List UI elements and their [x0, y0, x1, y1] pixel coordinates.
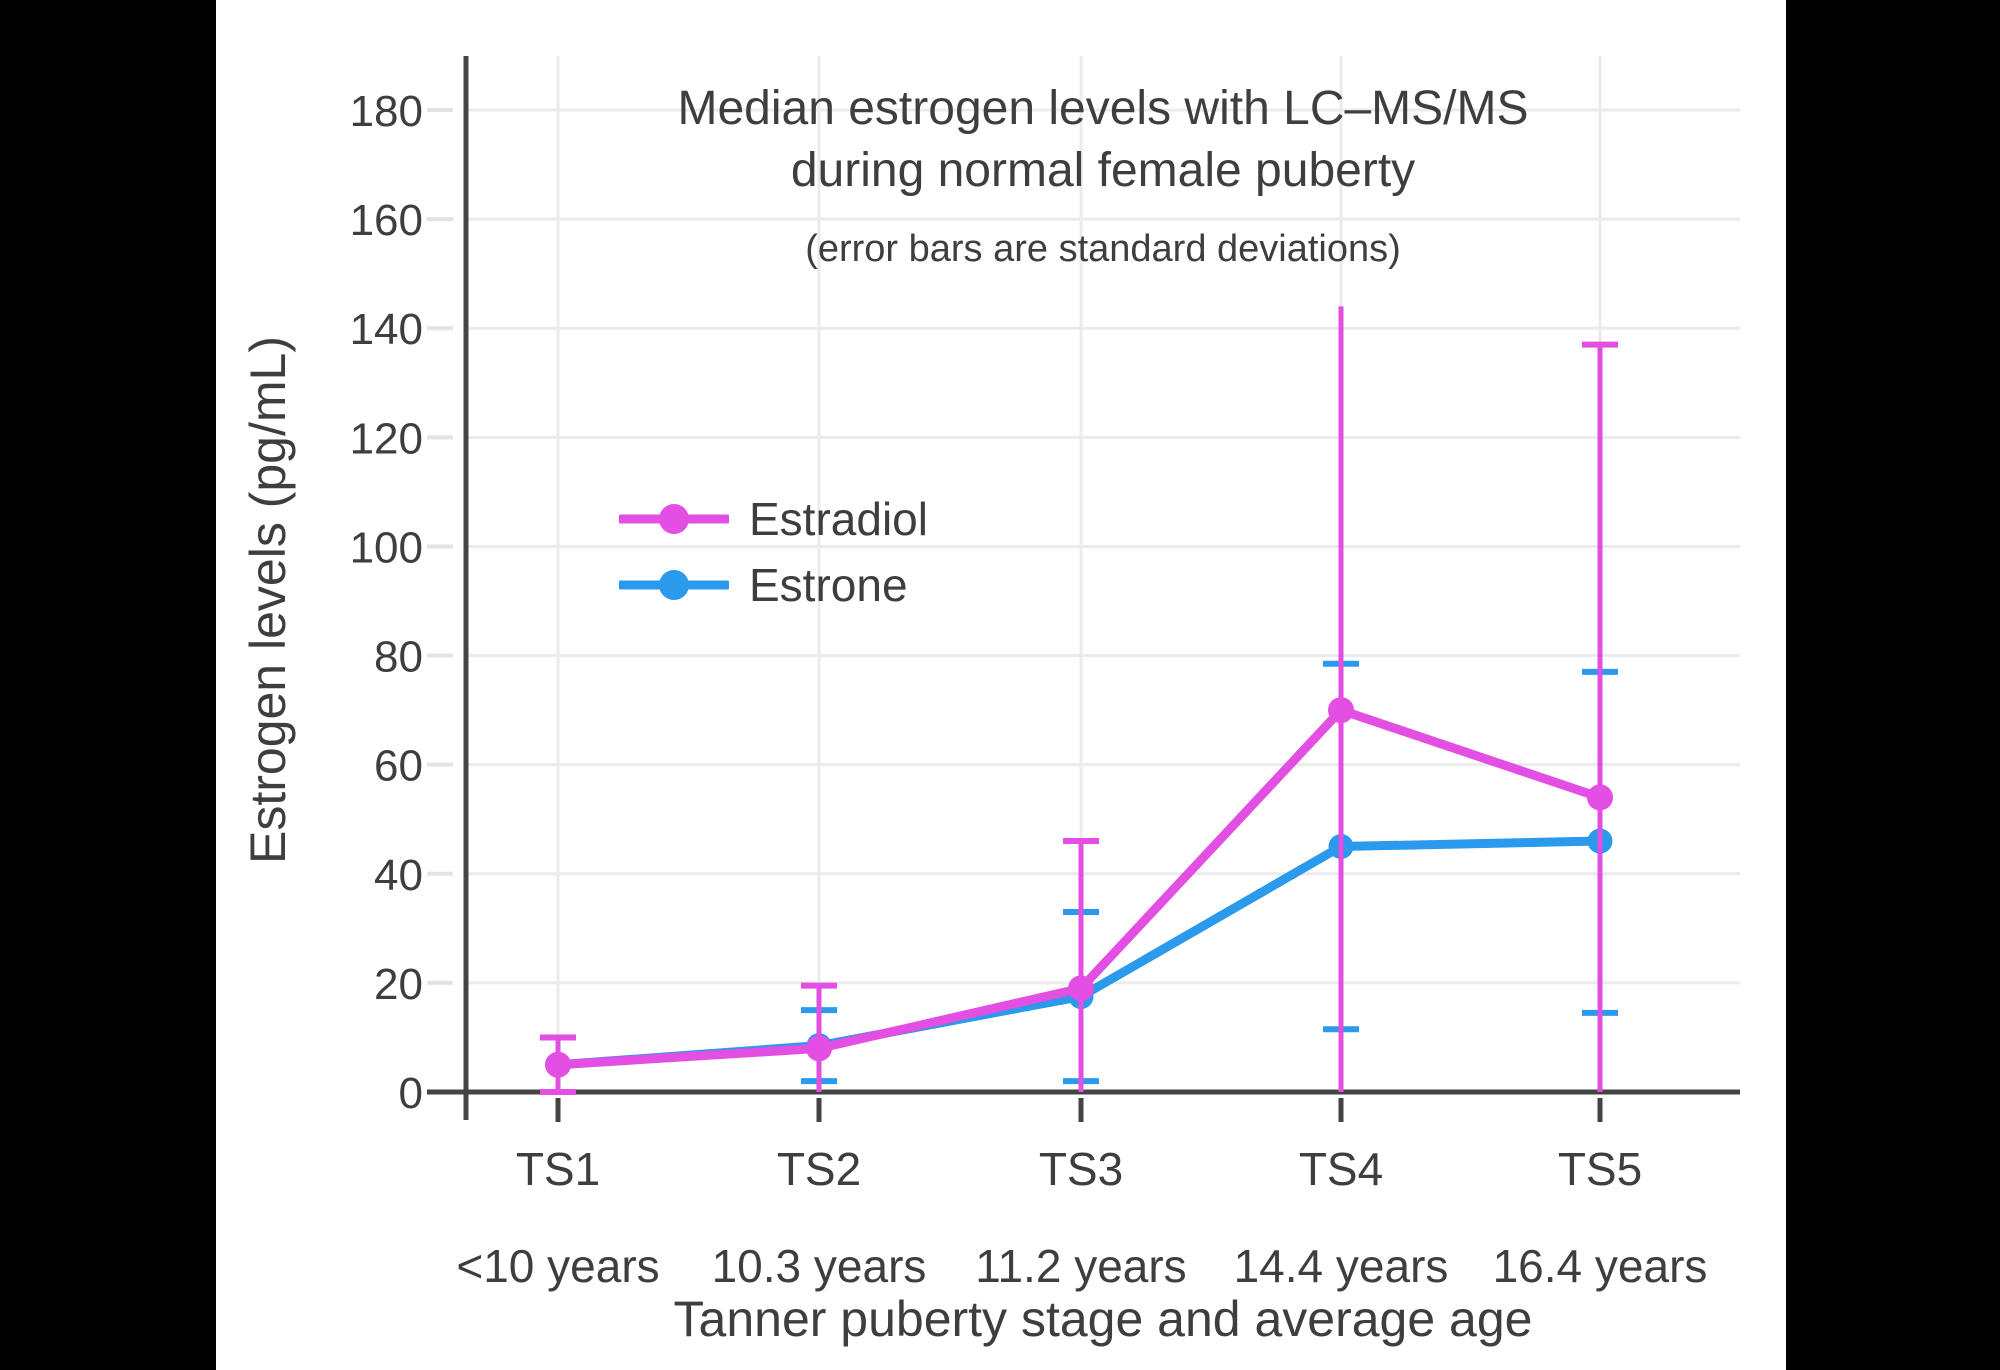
chart-title: Median estrogen levels with LC–MS/MS dur… — [466, 78, 1740, 202]
y-tick-label: 120 — [350, 414, 423, 463]
y-tick-label: 100 — [350, 523, 423, 572]
y-tick-label: 60 — [374, 742, 423, 791]
y-tick-label: 40 — [374, 851, 423, 900]
x-tick-label: TS5 — [1558, 1143, 1642, 1195]
x-tick-label: TS2 — [777, 1143, 861, 1195]
estradiol-data-point[interactable] — [1068, 975, 1094, 1002]
legend-label-estradiol: Estradiol — [749, 493, 928, 545]
estradiol-data-point[interactable] — [545, 1051, 571, 1078]
legend-label-estrone: Estrone — [749, 559, 908, 611]
estradiol-data-point[interactable] — [1587, 784, 1613, 811]
chart-canvas: 0 20 40 60 80 100 120 140 160 180 TS1 TS2 TS3 TS4 TS5 <… — [350, 56, 1740, 1292]
x-tick-label: TS4 — [1299, 1143, 1383, 1195]
x-age-label: 14.4 years — [1234, 1240, 1449, 1292]
y-axis-title: Estrogen levels (pg/mL) — [240, 335, 296, 865]
estrone-line-marker-icon — [619, 568, 729, 602]
letterbox-left — [0, 0, 216, 1370]
legend-swatch-icon — [619, 570, 729, 600]
estradiol-line-marker-icon — [619, 502, 729, 536]
x-tick-label: TS1 — [516, 1143, 600, 1195]
y-tick-label: 180 — [350, 87, 423, 136]
y-tick-label: 20 — [374, 960, 423, 1009]
chart-stage: 0 20 40 60 80 100 120 140 160 180 TS1 TS2 TS3 TS4 TS5 <… — [216, 0, 1786, 1370]
x-tick-label: TS3 — [1039, 1143, 1123, 1195]
chart-title-line1: Median estrogen levels with LC–MS/MS — [677, 82, 1529, 135]
y-tick-label: 160 — [350, 196, 423, 245]
x-age-label: 16.4 years — [1493, 1240, 1708, 1292]
chart-title-line2: during normal female puberty — [790, 144, 1416, 197]
y-tick-label: 140 — [350, 305, 423, 354]
estradiol-data-point[interactable] — [1328, 697, 1354, 724]
chart-subtitle: (error bars are standard deviations) — [805, 228, 1401, 270]
legend-swatch-icon — [619, 504, 729, 534]
estradiol-data-point[interactable] — [806, 1035, 832, 1062]
letterbox-right — [1786, 0, 2000, 1370]
x-axis-title: Tanner puberty stage and average age — [673, 1291, 1533, 1347]
x-age-label: 10.3 years — [712, 1240, 927, 1292]
y-tick-label: 0 — [399, 1069, 423, 1118]
legend-item-estradiol[interactable]: Estradiol — [619, 486, 928, 552]
x-age-label: <10 years — [456, 1240, 659, 1292]
y-tick-label: 80 — [374, 633, 423, 682]
legend-item-estrone[interactable]: Estrone — [619, 552, 928, 618]
x-age-label: 11.2 years — [975, 1240, 1186, 1292]
legend: Estradiol Estrone — [619, 486, 928, 618]
